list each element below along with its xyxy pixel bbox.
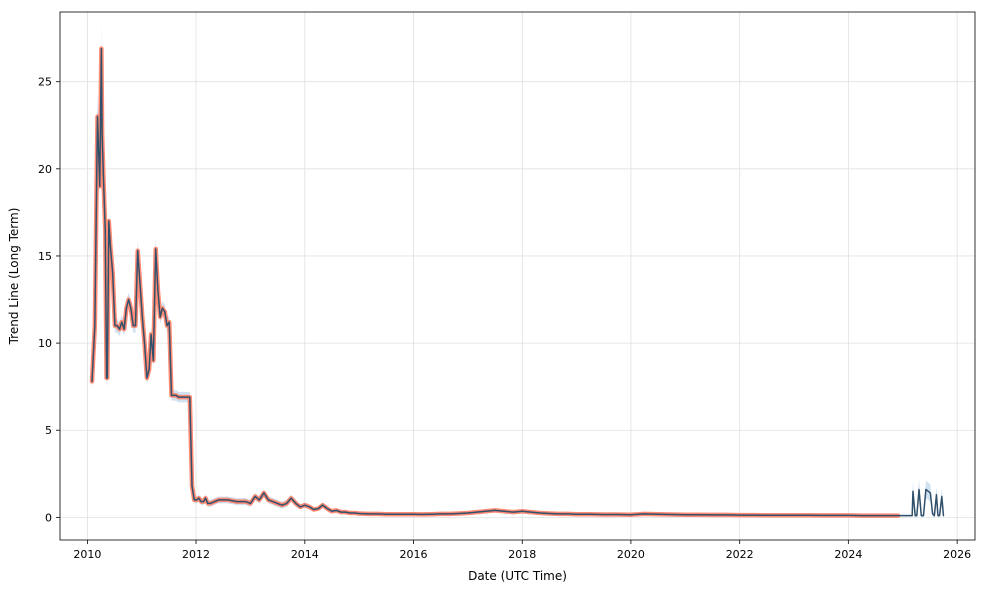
y-tick-label: 10 [38,337,52,350]
y-tick-label: 0 [45,511,52,524]
x-tick-label: 2026 [943,548,971,561]
y-tick-label: 5 [45,424,52,437]
y-tick-label: 25 [38,76,52,89]
chart-container: 2010 2012 2014 2016 2018 2020 2022 2024 2026 0 5 10… [0,0,989,590]
x-tick-label: 2024 [834,548,862,561]
y-axis-label: Trend Line (Long Term) [7,208,21,346]
x-axis-label: Date (UTC Time) [468,569,567,583]
x-tick-label: 2012 [182,548,210,561]
x-tick-label: 2016 [399,548,427,561]
y-tick-label: 15 [38,250,52,263]
x-tick-label: 2014 [291,548,319,561]
x-tick-label: 2018 [508,548,536,561]
x-tick-label: 2010 [73,548,101,561]
y-tick-label: 20 [38,163,52,176]
x-tick-label: 2020 [617,548,645,561]
plot-area [60,12,975,540]
x-tick-label: 2022 [726,548,754,561]
trend-line-chart: 2010 2012 2014 2016 2018 2020 2022 2024 2026 0 5 10… [0,0,989,590]
